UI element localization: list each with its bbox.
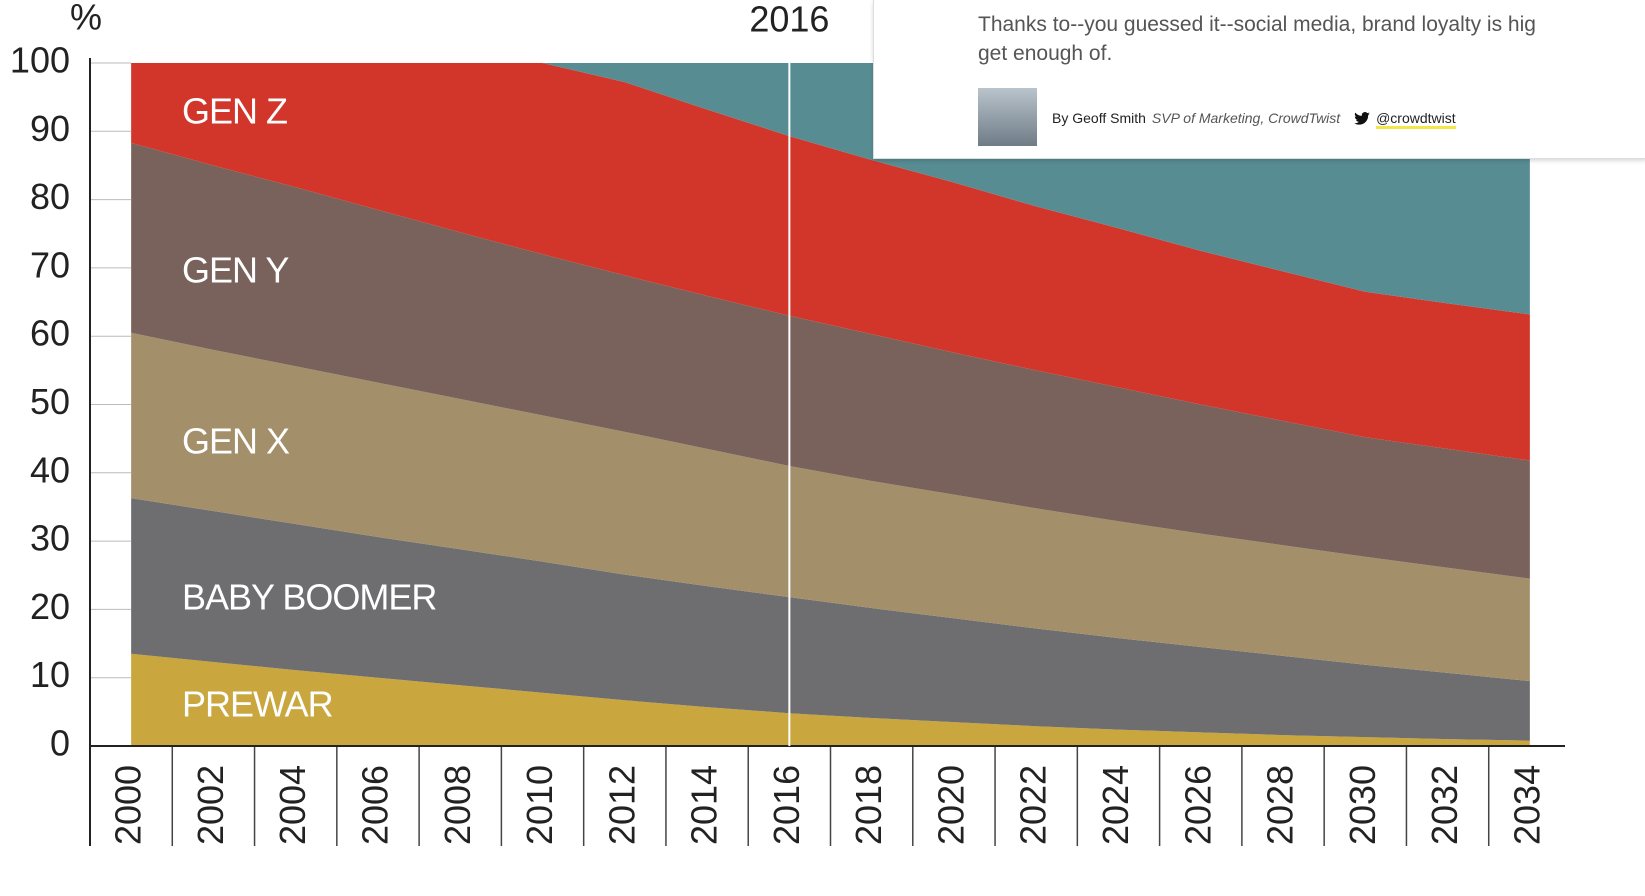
series-label: BABY BOOMER: [182, 577, 436, 618]
series-label: GEN X: [182, 421, 290, 462]
x-tick-label: 2016: [766, 765, 807, 845]
y-tick-label: 40: [30, 449, 70, 490]
x-tick-label: 2026: [1177, 765, 1218, 845]
lead-line: Thanks to--you guessed it--social media,…: [978, 13, 1536, 36]
y-tick-label: 80: [30, 176, 70, 217]
series-label: GEN Y: [182, 250, 289, 291]
x-tick-label: 2024: [1095, 765, 1136, 845]
x-tick-label: 2012: [601, 765, 642, 845]
x-tick-label: 2022: [1013, 765, 1054, 845]
area: [131, 653, 1530, 746]
lead-text: Thanks to--you guessed it--social media,…: [978, 10, 1645, 68]
author-photo: [978, 88, 1037, 146]
x-tick-label: 2000: [108, 765, 149, 845]
x-tick-label: 2032: [1424, 765, 1465, 845]
twitter-handle[interactable]: @crowdtwist: [1376, 110, 1456, 129]
x-tick-label: 2030: [1342, 765, 1383, 845]
y-tick-label: 10: [30, 654, 70, 695]
author: By Geoff Smith: [1052, 110, 1146, 126]
y-tick-label: 70: [30, 244, 70, 285]
y-tick-label: 90: [30, 108, 70, 149]
y-tick-label: 50: [30, 381, 70, 422]
y-tick-label: 100: [10, 40, 70, 81]
series-label: GEN Z: [182, 91, 287, 132]
area: [131, 142, 1530, 579]
x-tick-label: 2018: [848, 765, 889, 845]
x-tick-label: 2034: [1506, 765, 1547, 845]
area: [131, 332, 1530, 682]
area: [131, 63, 1530, 461]
x-tick-label: 2006: [354, 765, 395, 845]
byline: By Geoff Smith SVP of Marketing, CrowdTwi…: [1052, 110, 1456, 129]
x-tick-label: 2008: [437, 765, 478, 845]
y-tick-label: 60: [30, 313, 70, 354]
lead-line: get enough of.: [978, 42, 1113, 65]
x-tick-label: 2004: [272, 765, 313, 845]
article-card: Thanks to--you guessed it--social media,…: [873, 0, 1645, 159]
twitter-icon: [1354, 112, 1370, 125]
marker-label: 2016: [749, 0, 829, 40]
area: [131, 498, 1530, 741]
y-tick-label: 20: [30, 586, 70, 627]
x-tick-label: 2020: [930, 765, 971, 845]
y-tick-label: 30: [30, 518, 70, 559]
role: SVP of Marketing, CrowdTwist: [1151, 110, 1341, 126]
y-tick-label: 0: [50, 723, 70, 764]
x-tick-label: 2002: [190, 765, 231, 845]
x-tick-label: 2028: [1260, 765, 1301, 845]
y-axis-label: %: [70, 0, 102, 38]
x-tick-label: 2014: [684, 765, 725, 845]
x-tick-label: 2010: [519, 765, 560, 845]
series-label: PREWAR: [182, 684, 333, 725]
